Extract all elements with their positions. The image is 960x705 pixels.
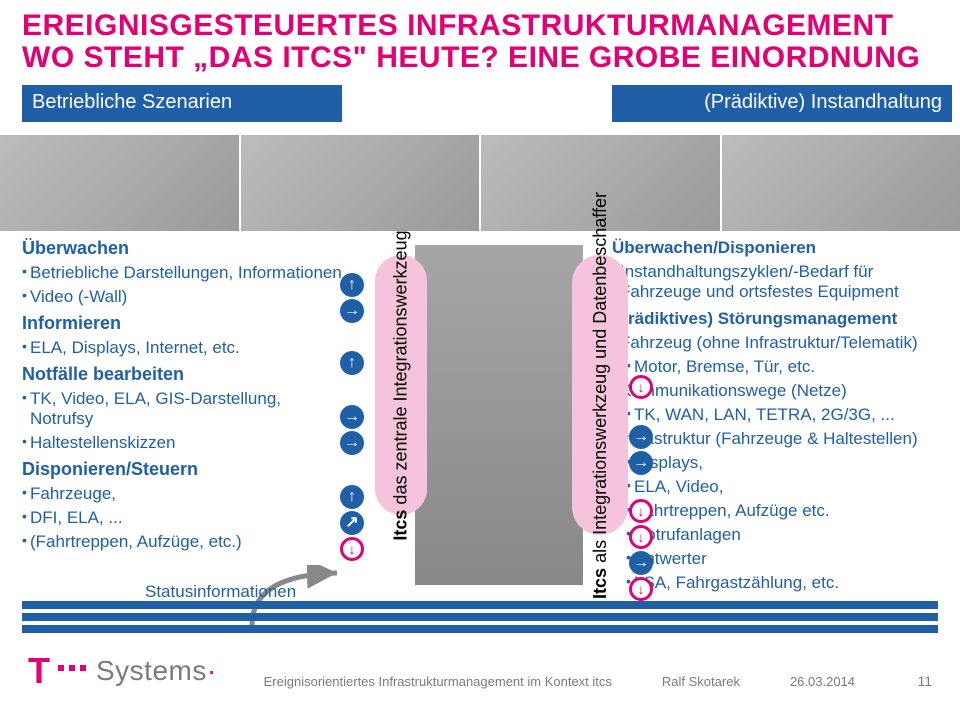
logo-t-icon: T	[28, 653, 50, 689]
footer-date: 26.03.2014	[790, 674, 855, 689]
status-label: Statusinformationen	[145, 582, 296, 602]
right-sub-2: (prädiktives) Störungsmanagement	[612, 309, 952, 329]
left-header: Betriebliche Szenarien	[22, 85, 342, 122]
arrow-right-icon: →	[629, 551, 653, 575]
arrow-up-icon: ↑	[340, 351, 364, 375]
band-img-1	[0, 135, 241, 231]
left-b7: DFI, ELA, ...	[22, 508, 342, 528]
bar-1	[22, 601, 938, 609]
bar-3	[22, 625, 938, 633]
left-sub-4: Disponieren/Steuern	[22, 459, 342, 480]
logo-dots-icon	[58, 665, 86, 671]
logo-t-systems: T Systems·	[28, 653, 217, 689]
bubble-left: Itcs das zentrale Integrationswerkzeug	[375, 255, 427, 515]
right-b4c: Fahrtreppen, Aufzüge etc.	[626, 501, 952, 521]
band-img-4	[722, 135, 960, 231]
left-b2: Video (-Wall)	[22, 287, 342, 307]
left-b6: Fahrzeuge,	[22, 484, 342, 504]
title-line1: EREIGNISGESTEUERTES INFRASTRUKTURMANAGEM…	[22, 10, 938, 42]
arrow-up-icon: ↑	[340, 485, 364, 509]
right-b4f: LSA, Fahrgastzählung, etc.	[626, 573, 952, 593]
arrow-down-icon: ↓	[629, 525, 653, 549]
right-b4d: Notrufanlagen	[626, 525, 952, 545]
left-b1: Betriebliche Darstellungen, Informatione…	[22, 263, 342, 283]
arrow-down-icon: ↓	[340, 537, 364, 561]
middle-image-stack	[415, 245, 583, 585]
left-sub-2: Informieren	[22, 313, 342, 334]
left-sub-1: Überwachen	[22, 238, 342, 259]
right-b2: Fahrzeug (ohne Infrastruktur/Telematik)	[612, 333, 952, 353]
arrow-right-icon: →	[340, 405, 364, 429]
right-b4e: Entwerter	[626, 549, 952, 569]
right-b2a: Motor, Bremse, Tür, etc.	[626, 357, 952, 377]
arrow-down-icon: ↓	[629, 577, 653, 601]
arrow-right-icon: →	[629, 425, 653, 449]
right-b4b: ELA, Video,	[626, 477, 952, 497]
left-b3: ELA, Displays, Internet, etc.	[22, 338, 342, 358]
logo-systems-text: Systems·	[96, 655, 217, 687]
right-b3: Kommunikationswege (Netze)	[612, 381, 952, 401]
bottom-bars	[22, 601, 938, 637]
image-band	[0, 135, 960, 231]
bubble-left-text: Itcs das zentrale Integrationswerkzeug	[391, 230, 412, 540]
arrow-diag-icon: ↗	[340, 511, 364, 535]
bar-2	[22, 613, 938, 621]
right-sub-1: Überwachen/Disponieren	[612, 238, 952, 258]
left-b8: (Fahrtreppen, Aufzüge, etc.)	[22, 532, 342, 552]
content-area: Betriebliche Szenarien Überwachen Betrie…	[22, 85, 938, 615]
right-b4a: Displays,	[626, 453, 952, 473]
bubble-right-text: Itcs als Integrationswerkzeug und Datenb…	[590, 192, 611, 599]
footer: T Systems· Ereignisorientiertes Infrastr…	[0, 645, 960, 705]
footer-text: Ereignisorientiertes Infrastrukturmanage…	[217, 674, 902, 689]
right-b3a: TK, WAN, LAN, TETRA, 2G/3G, ...	[626, 405, 952, 425]
left-b4: TK, Video, ELA, GIS-Darstellung, Notrufs…	[22, 389, 342, 429]
arrow-right-icon: →	[629, 451, 653, 475]
title-line2: WO STEHT „DAS ITCS" HEUTE? EINE GROBE EI…	[22, 42, 938, 74]
arrow-right-icon: →	[340, 299, 364, 323]
footer-center: Ereignisorientiertes Infrastrukturmanage…	[264, 674, 612, 689]
bubble-right: Itcs als Integrationswerkzeug und Datenb…	[572, 255, 628, 535]
arrow-right-icon: →	[340, 431, 364, 455]
left-sub-3: Notfälle bearbeiten	[22, 364, 342, 385]
arrow-down-icon: ↓	[629, 499, 653, 523]
left-b5: Haltestellenskizzen	[22, 433, 342, 453]
arrow-up-icon: ↑	[340, 273, 364, 297]
right-b4: Infrastruktur (Fahrzeuge & Haltestellen)	[612, 429, 952, 449]
arrow-down-icon: ↓	[629, 375, 653, 399]
footer-author: Ralf Skotarek	[662, 674, 740, 689]
band-img-2	[241, 135, 482, 231]
right-header: (Prädiktive) Instandhaltung	[612, 85, 952, 122]
right-b1: Instandhaltungszyklen/-Bedarf für Fahrze…	[612, 262, 952, 303]
page-number: 11	[902, 673, 932, 689]
slide: EREIGNISGESTEUERTES INFRASTRUKTURMANAGEM…	[0, 0, 960, 705]
